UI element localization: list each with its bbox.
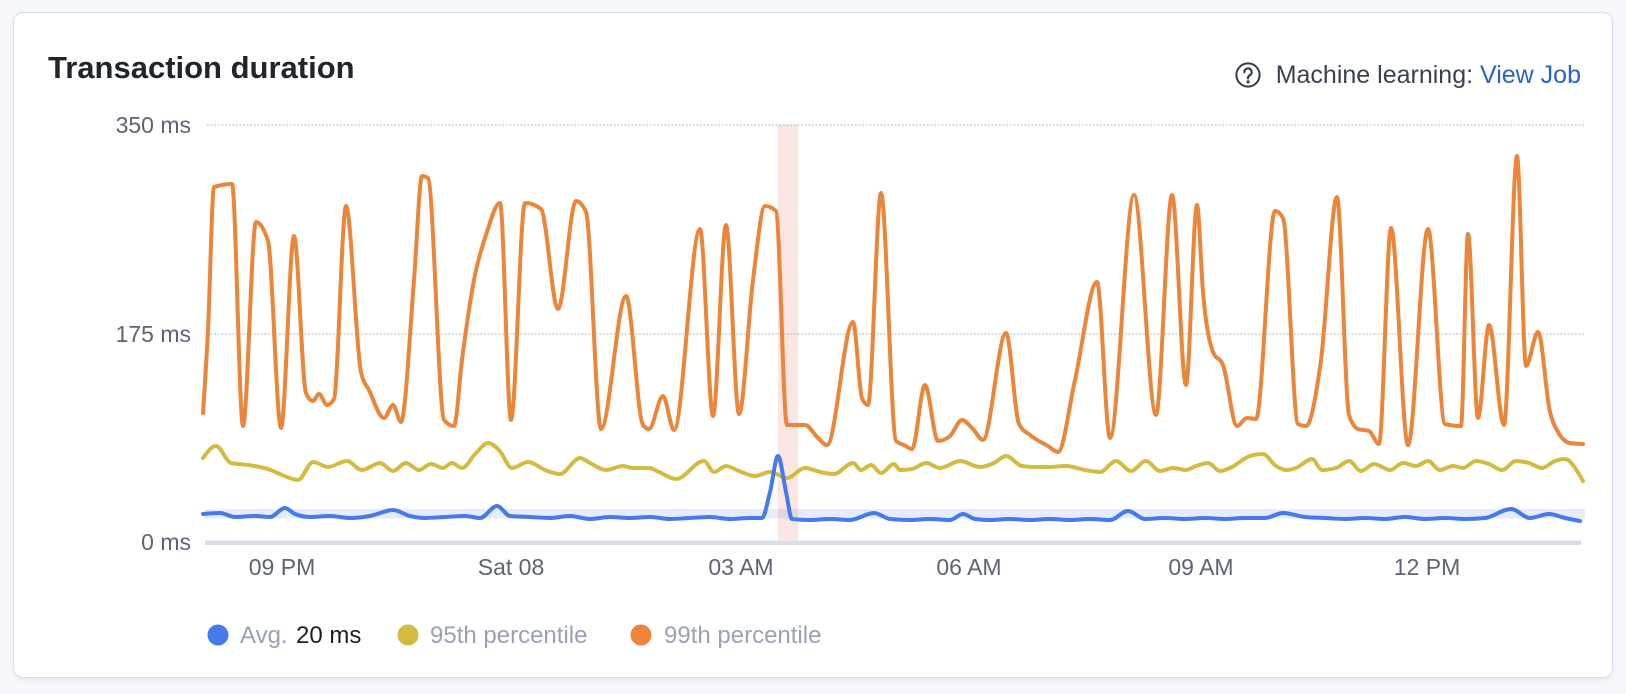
svg-text:12 PM: 12 PM xyxy=(1394,554,1460,580)
svg-text:Sat 08: Sat 08 xyxy=(478,554,545,580)
svg-text:09 PM: 09 PM xyxy=(249,554,315,580)
svg-text:03 AM: 03 AM xyxy=(708,554,773,580)
svg-text:0 ms: 0 ms xyxy=(141,529,191,555)
svg-text:175 ms: 175 ms xyxy=(116,321,191,347)
svg-text:20 ms: 20 ms xyxy=(296,622,361,649)
svg-text:06 AM: 06 AM xyxy=(936,554,1001,580)
svg-text:99th percentile: 99th percentile xyxy=(664,622,821,649)
svg-text:95th percentile: 95th percentile xyxy=(430,622,587,649)
svg-text:Avg.: Avg. xyxy=(240,622,288,649)
svg-text:350 ms: 350 ms xyxy=(116,112,191,138)
svg-text:09 AM: 09 AM xyxy=(1168,554,1233,580)
